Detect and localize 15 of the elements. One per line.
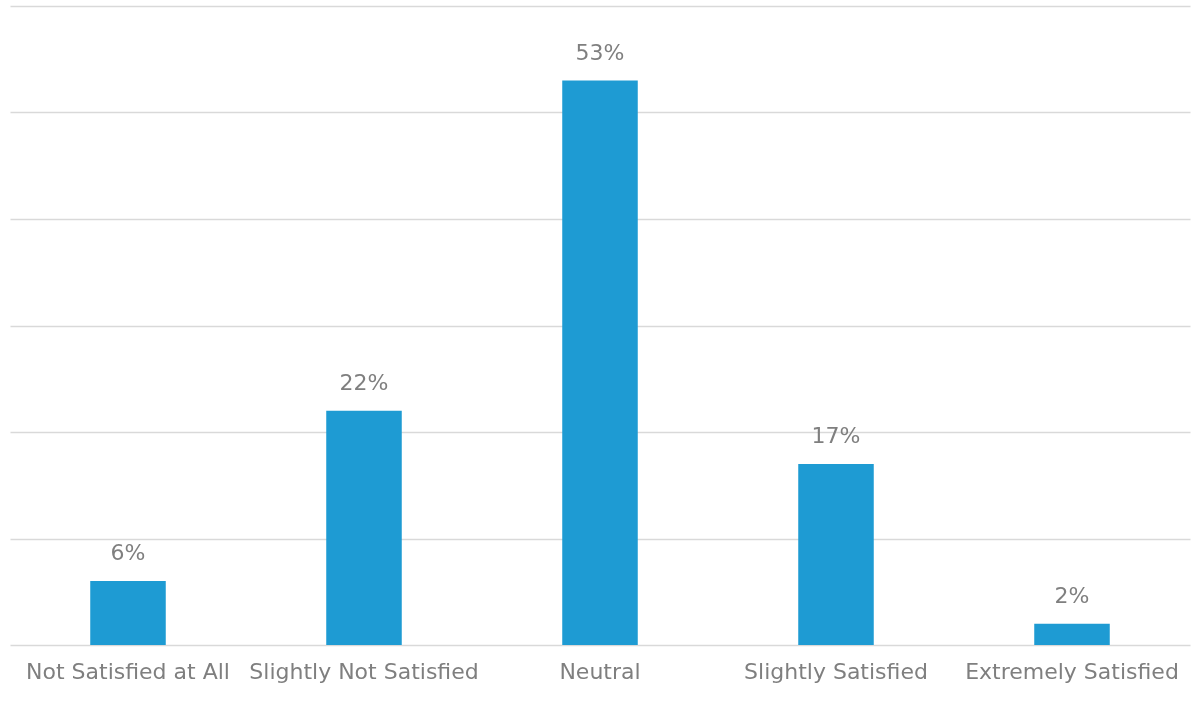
x-tick-label: Extremely Satisfied xyxy=(965,658,1179,684)
bar xyxy=(326,410,402,645)
x-tick-label: Slightly Not Satisfied xyxy=(249,658,479,684)
x-tick-label: Slightly Satisfied xyxy=(744,658,928,684)
bar xyxy=(562,80,638,645)
bar xyxy=(798,463,874,645)
data-label: 53% xyxy=(575,39,625,65)
data-label: 2% xyxy=(1054,582,1090,608)
x-tick-label: Not Satisfied at All xyxy=(26,658,230,684)
bar xyxy=(90,581,166,645)
data-label: 17% xyxy=(811,422,861,448)
x-tick-label: Neutral xyxy=(559,658,641,684)
data-label: 6% xyxy=(110,540,146,566)
data-label: 22% xyxy=(339,369,389,395)
bar xyxy=(1034,623,1110,645)
